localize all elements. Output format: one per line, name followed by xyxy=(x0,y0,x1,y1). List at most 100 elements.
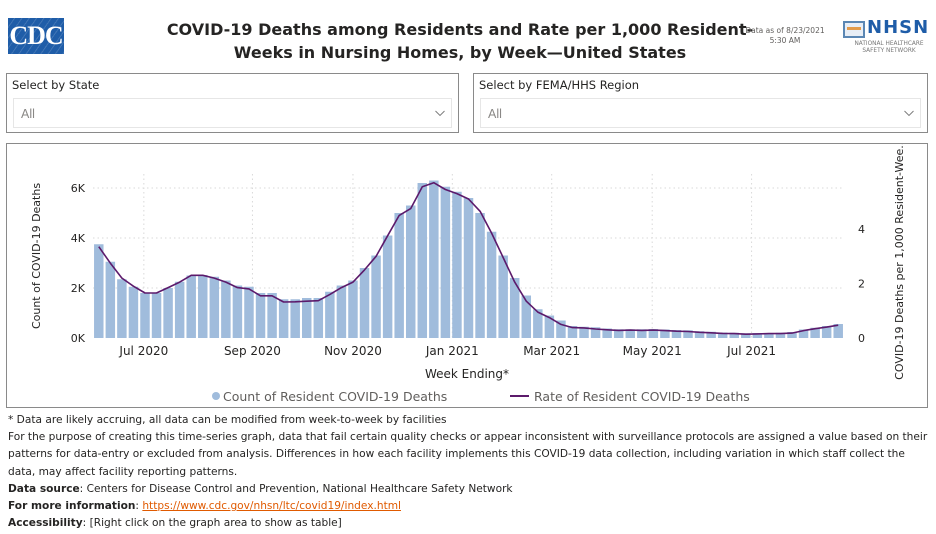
footnote-accessibility: Accessibility: [Right click on the graph… xyxy=(8,517,342,530)
x-tick-label: Mar 2021 xyxy=(523,344,580,358)
count-bar[interactable] xyxy=(463,198,474,338)
count-bar[interactable] xyxy=(660,329,670,339)
count-bar[interactable] xyxy=(498,255,508,339)
count-bar[interactable] xyxy=(405,205,416,339)
count-bar[interactable] xyxy=(833,324,843,338)
count-bar[interactable] xyxy=(336,285,347,339)
count-bar[interactable] xyxy=(302,298,312,338)
as-of-time: 5:30 AM xyxy=(769,36,801,45)
count-bar[interactable] xyxy=(775,332,786,338)
title-line-1: COVID-19 Deaths among Residents and Rate… xyxy=(166,20,754,39)
count-bar[interactable] xyxy=(567,326,578,338)
count-bar[interactable] xyxy=(140,293,150,338)
cdc-logo: CDC xyxy=(8,18,64,54)
count-bar[interactable] xyxy=(221,280,231,339)
footnotes: * Data are likely accruing, all data can… xyxy=(8,412,933,532)
count-bar[interactable] xyxy=(752,333,763,338)
count-bar[interactable] xyxy=(440,186,451,338)
count-bar[interactable] xyxy=(255,293,266,338)
count-bar[interactable] xyxy=(278,299,289,338)
state-dropdown-value: All xyxy=(21,107,35,121)
count-bar[interactable] xyxy=(325,291,335,338)
count-bar[interactable] xyxy=(787,332,797,338)
count-bar[interactable] xyxy=(232,285,243,339)
count-bar[interactable] xyxy=(417,183,428,338)
legend-count-label: Count of Resident COVID-19 Deaths xyxy=(223,389,447,404)
count-bar[interactable] xyxy=(798,329,809,339)
chevron-down-icon[interactable] xyxy=(435,108,445,118)
chart-container[interactable]: 0K 2K 4K 6K 0 2 4 Jul 2020 Sep 2020 Nov 2020 Jan… xyxy=(6,138,928,408)
x-axis: Jul 2020 Sep 2020 Nov 2020 Jan 2021 Mar 2021… xyxy=(118,344,776,358)
y-axis-title: Count of COVID-19 Deaths xyxy=(30,183,43,329)
count-bar[interactable] xyxy=(533,309,543,338)
count-bar[interactable] xyxy=(729,332,739,338)
count-bar[interactable] xyxy=(810,327,820,338)
y2-tick-label: 2 xyxy=(858,278,865,291)
count-bar[interactable] xyxy=(741,333,751,338)
count-bar[interactable] xyxy=(602,328,612,339)
count-bar[interactable] xyxy=(637,329,647,338)
count-bar[interactable] xyxy=(717,332,728,339)
count-bar[interactable] xyxy=(128,286,139,338)
x-tick-label: Nov 2020 xyxy=(324,344,382,358)
y2-tick-label: 0 xyxy=(858,332,865,345)
count-bar[interactable] xyxy=(244,286,254,338)
count-bar[interactable] xyxy=(625,329,635,338)
count-bar[interactable] xyxy=(544,315,555,339)
count-bar[interactable] xyxy=(163,288,173,338)
count-bar[interactable] xyxy=(359,268,370,338)
data-as-of: Data as of 8/23/2021 5:30 AM xyxy=(730,26,840,46)
count-bar[interactable] xyxy=(117,279,127,338)
count-bar[interactable] xyxy=(94,244,104,338)
count-bar[interactable] xyxy=(429,180,439,339)
count-bar[interactable] xyxy=(267,293,277,338)
x-tick-label: Jan 2021 xyxy=(425,344,479,358)
count-bar[interactable] xyxy=(764,333,774,338)
count-bar[interactable] xyxy=(371,255,381,339)
y-tick-label: 6K xyxy=(71,182,86,195)
count-bar[interactable] xyxy=(290,299,300,338)
count-bar[interactable] xyxy=(313,298,324,338)
count-bar[interactable] xyxy=(382,235,393,339)
count-bar[interactable] xyxy=(174,281,185,338)
title-line-2: Weeks in Nursing Homes, by Week—United S… xyxy=(233,43,687,62)
rate-line xyxy=(98,181,839,335)
count-bar[interactable] xyxy=(105,261,116,338)
footnote-accruing: * Data are likely accruing, all data can… xyxy=(8,414,447,426)
state-slicer-label: Select by State xyxy=(12,78,100,92)
legend-rate-label: Rate of Resident COVID-19 Deaths xyxy=(534,389,750,404)
count-bar[interactable] xyxy=(348,280,358,339)
count-bar[interactable] xyxy=(671,330,682,338)
count-bar[interactable] xyxy=(590,327,601,338)
count-bar[interactable] xyxy=(556,320,566,339)
count-bar[interactable] xyxy=(706,331,716,338)
chevron-down-icon[interactable] xyxy=(904,108,914,118)
y-tick-label: 0K xyxy=(71,332,86,345)
deaths-chart[interactable]: 0K 2K 4K 6K 0 2 4 Jul 2020 Sep 2020 Nov 2020 Jan… xyxy=(7,138,927,407)
count-bar[interactable] xyxy=(452,191,462,338)
count-bar[interactable] xyxy=(486,231,497,338)
x-axis-title: Week Ending* xyxy=(425,367,509,381)
count-bar[interactable] xyxy=(394,213,404,338)
count-bar[interactable] xyxy=(198,275,208,338)
x-tick-label: Jul 2020 xyxy=(118,344,168,358)
state-dropdown[interactable]: All xyxy=(13,98,452,128)
count-bar[interactable] xyxy=(613,329,624,338)
count-bar[interactable] xyxy=(579,326,589,338)
count-bar[interactable] xyxy=(521,295,532,339)
region-slicer-label: Select by FEMA/HHS Region xyxy=(479,78,640,92)
count-bar[interactable] xyxy=(509,278,520,338)
count-bar[interactable] xyxy=(821,326,832,338)
count-bar[interactable] xyxy=(209,276,220,338)
count-bar[interactable] xyxy=(683,330,693,338)
x-tick-label: Sep 2020 xyxy=(224,344,281,358)
count-bar[interactable] xyxy=(648,329,659,338)
region-slicer: Select by FEMA/HHS Region All xyxy=(473,73,928,133)
more-info-link[interactable]: https://www.cdc.gov/nhsn/ltc/covid19/ind… xyxy=(142,500,401,513)
count-bar[interactable] xyxy=(151,293,162,338)
region-dropdown[interactable]: All xyxy=(480,98,921,128)
nhsn-logo-text: NHSN xyxy=(867,17,930,38)
count-bar[interactable] xyxy=(475,213,485,338)
count-bar[interactable] xyxy=(694,331,705,338)
count-bar[interactable] xyxy=(186,275,196,339)
